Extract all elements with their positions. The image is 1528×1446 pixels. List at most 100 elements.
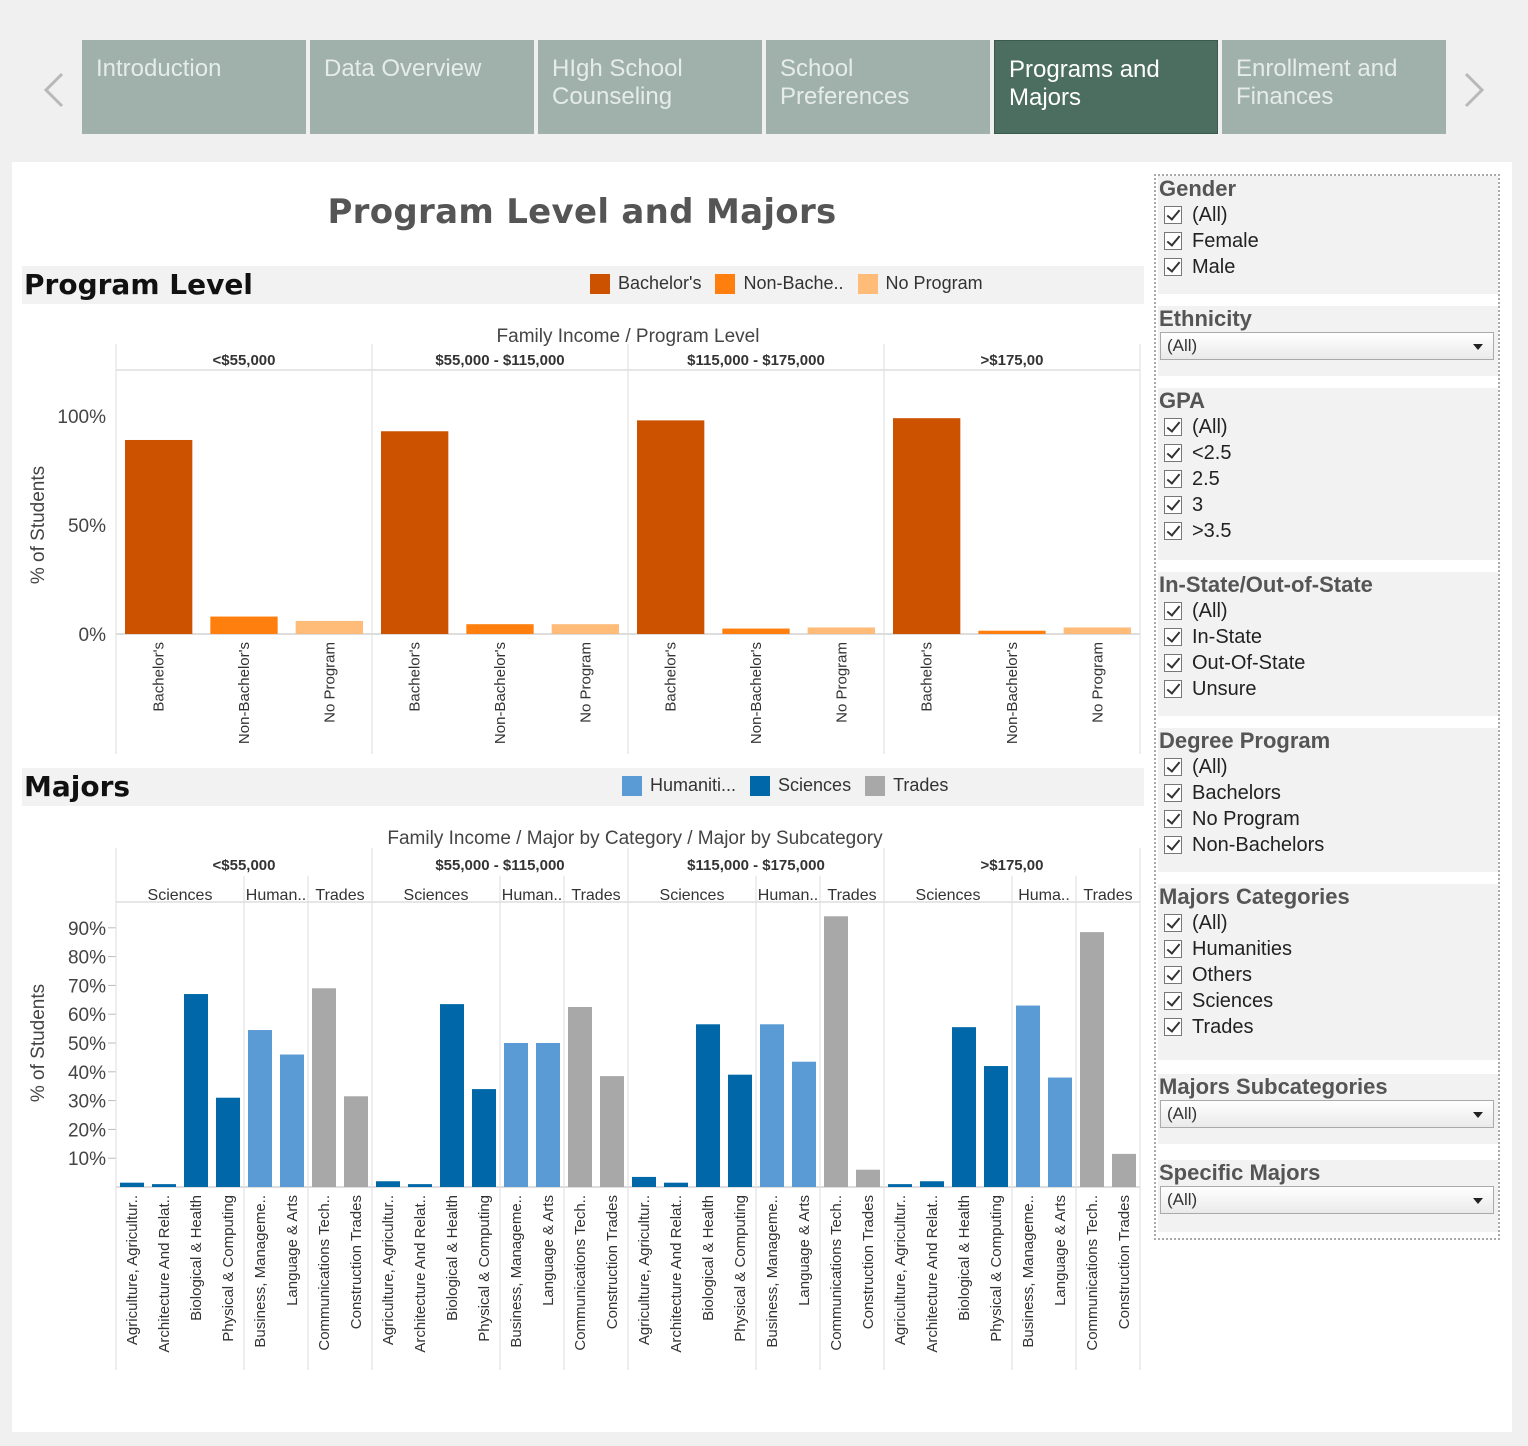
checkbox-checked-icon[interactable] — [1164, 654, 1182, 672]
bar[interactable] — [1080, 932, 1104, 1187]
checkbox-checked-icon[interactable] — [1164, 232, 1182, 250]
bar[interactable] — [893, 418, 961, 634]
bar[interactable] — [637, 420, 705, 634]
checkbox-checked-icon[interactable] — [1164, 992, 1182, 1010]
checkbox-checked-icon[interactable] — [1164, 810, 1182, 828]
checkbox-checked-icon[interactable] — [1164, 258, 1182, 276]
checkbox-checked-icon[interactable] — [1164, 836, 1182, 854]
gender-option-male[interactable]: Male — [1158, 254, 1498, 280]
bar[interactable] — [807, 627, 875, 634]
checkbox-checked-icon[interactable] — [1164, 602, 1182, 620]
bar[interactable] — [280, 1054, 304, 1187]
bar[interactable] — [568, 1007, 592, 1187]
checkbox-checked-icon[interactable] — [1164, 940, 1182, 958]
bar[interactable] — [984, 1066, 1008, 1187]
state-option-in-state[interactable]: In-State — [1158, 624, 1498, 650]
state-option-all[interactable]: (All) — [1158, 598, 1498, 624]
bar[interactable] — [824, 916, 848, 1187]
bar[interactable] — [466, 624, 534, 634]
checkbox-checked-icon[interactable] — [1164, 628, 1182, 646]
checkbox-checked-icon[interactable] — [1164, 966, 1182, 984]
legend-item-trades[interactable]: Trades — [865, 775, 948, 796]
next-arrow-icon[interactable] — [1454, 62, 1494, 118]
bar[interactable] — [760, 1024, 784, 1187]
tab-high-school-counseling[interactable]: HIgh School Counseling — [538, 40, 762, 134]
checkbox-checked-icon[interactable] — [1164, 758, 1182, 776]
gender-option-all[interactable]: (All) — [1158, 202, 1498, 228]
tab-data-overview[interactable]: Data Overview — [310, 40, 534, 134]
bar[interactable] — [376, 1181, 400, 1187]
bar[interactable] — [551, 624, 619, 634]
bar[interactable] — [248, 1030, 272, 1187]
bar[interactable] — [440, 1004, 464, 1187]
bar[interactable] — [600, 1076, 624, 1187]
checkbox-checked-icon[interactable] — [1164, 784, 1182, 802]
bar[interactable] — [888, 1184, 912, 1187]
checkbox-checked-icon[interactable] — [1164, 206, 1182, 224]
bar[interactable] — [295, 620, 363, 634]
specific-majors-dropdown[interactable]: (All) — [1160, 1186, 1494, 1214]
legend-item-sciences[interactable]: Sciences — [750, 775, 851, 796]
legend-item-humanities[interactable]: Humaniti... — [622, 775, 736, 796]
bar[interactable] — [312, 988, 336, 1187]
major-category-option-trades[interactable]: Trades — [1158, 1014, 1498, 1040]
bar[interactable] — [696, 1024, 720, 1187]
bar[interactable] — [792, 1061, 816, 1187]
degree-option-non-bachelors[interactable]: Non-Bachelors — [1158, 832, 1498, 858]
bar[interactable] — [504, 1043, 528, 1187]
bar[interactable] — [856, 1169, 880, 1187]
gender-option-female[interactable]: Female — [1158, 228, 1498, 254]
bar[interactable] — [664, 1182, 688, 1187]
bar[interactable] — [632, 1176, 656, 1187]
checkbox-checked-icon[interactable] — [1164, 444, 1182, 462]
major-category-option-humanities[interactable]: Humanities — [1158, 936, 1498, 962]
bar[interactable] — [408, 1184, 432, 1187]
bar[interactable] — [536, 1043, 560, 1187]
bar[interactable] — [381, 431, 449, 634]
degree-option-no-program[interactable]: No Program — [1158, 806, 1498, 832]
major-category-option-others[interactable]: Others — [1158, 962, 1498, 988]
gpa-option-over-3-5[interactable]: >3.5 — [1158, 518, 1498, 544]
bar[interactable] — [728, 1074, 752, 1187]
tab-enrollment-and-finances[interactable]: Enrollment and Finances — [1222, 40, 1446, 134]
bar[interactable] — [216, 1097, 240, 1187]
checkbox-checked-icon[interactable] — [1164, 418, 1182, 436]
major-subcategories-dropdown[interactable]: (All) — [1160, 1100, 1494, 1128]
bar[interactable] — [344, 1096, 368, 1187]
bar[interactable] — [1063, 627, 1131, 634]
legend-item-no-program[interactable]: No Program — [857, 273, 983, 294]
major-category-option-all[interactable]: (All) — [1158, 910, 1498, 936]
bar[interactable] — [210, 616, 278, 634]
bar[interactable] — [125, 439, 193, 634]
ethnicity-dropdown[interactable]: (All) — [1160, 332, 1494, 360]
bar[interactable] — [1112, 1153, 1136, 1187]
tab-school-preferences[interactable]: School Preferences — [766, 40, 990, 134]
checkbox-checked-icon[interactable] — [1164, 496, 1182, 514]
gpa-option-all[interactable]: (All) — [1158, 414, 1498, 440]
bar[interactable] — [978, 630, 1046, 634]
tab-introduction[interactable]: Introduction — [82, 40, 306, 134]
legend-item-bachelors[interactable]: Bachelor's — [590, 273, 701, 294]
major-category-option-sciences[interactable]: Sciences — [1158, 988, 1498, 1014]
checkbox-checked-icon[interactable] — [1164, 522, 1182, 540]
previous-arrow-icon[interactable] — [36, 62, 76, 118]
checkbox-checked-icon[interactable] — [1164, 680, 1182, 698]
bar[interactable] — [920, 1181, 944, 1187]
bar[interactable] — [722, 628, 790, 634]
checkbox-checked-icon[interactable] — [1164, 914, 1182, 932]
checkbox-checked-icon[interactable] — [1164, 470, 1182, 488]
gpa-option-under-2-5[interactable]: <2.5 — [1158, 440, 1498, 466]
bar[interactable] — [472, 1089, 496, 1187]
tab-programs-and-majors[interactable]: Programs and Majors — [994, 40, 1218, 134]
gpa-option-2-5[interactable]: 2.5 — [1158, 466, 1498, 492]
checkbox-checked-icon[interactable] — [1164, 1018, 1182, 1036]
state-option-out-of-state[interactable]: Out-Of-State — [1158, 650, 1498, 676]
legend-item-non-bachelors[interactable]: Non-Bache.. — [715, 273, 844, 294]
bar[interactable] — [120, 1182, 144, 1187]
degree-option-bachelors[interactable]: Bachelors — [1158, 780, 1498, 806]
bar[interactable] — [184, 994, 208, 1187]
bar[interactable] — [152, 1184, 176, 1187]
degree-option-all[interactable]: (All) — [1158, 754, 1498, 780]
bar[interactable] — [1048, 1077, 1072, 1187]
bar[interactable] — [1016, 1005, 1040, 1187]
